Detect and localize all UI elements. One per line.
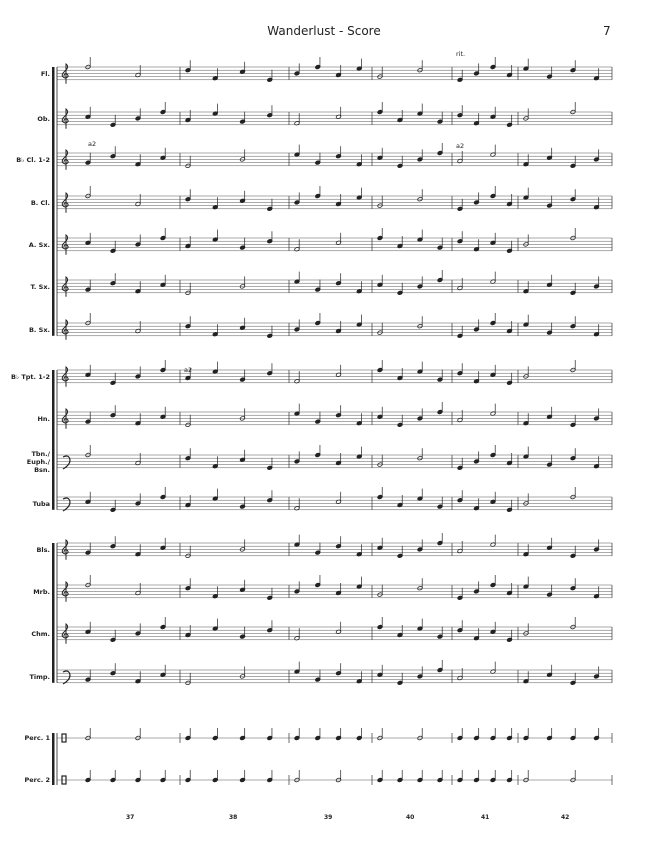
page-number: 7 — [603, 24, 611, 38]
group-bracket — [52, 67, 55, 336]
treble-clef — [61, 622, 69, 644]
instrument-name: Chm. — [31, 629, 50, 638]
treble-clef — [61, 107, 69, 129]
treble-clef — [61, 318, 69, 340]
instrument-name: B♭ Tpt. 1-2 — [11, 372, 50, 381]
instrument-name: B. Cl. — [30, 198, 50, 207]
treble-clef — [61, 365, 69, 387]
instrument-name: B♭ Cl. 1-2 — [16, 155, 50, 164]
annotation: rit. — [456, 50, 466, 58]
instrument-name: T. Sx. — [30, 282, 50, 291]
group-bracket — [52, 733, 55, 785]
measure-number: 37 — [126, 814, 135, 821]
bass-clef — [62, 670, 71, 685]
perc-clef — [61, 775, 67, 785]
instrument-name: Tbn./ Euph./ Bsn. — [26, 449, 50, 474]
treble-clef — [61, 148, 69, 170]
instrument-name: B. Sx. — [28, 325, 50, 334]
measure-number: 41 — [481, 814, 490, 821]
group-bracket — [52, 543, 55, 683]
instrument-name: Perc. 1 — [24, 734, 51, 742]
treble-clef — [61, 191, 69, 213]
measure-number: 39 — [324, 814, 333, 821]
perc-clef — [61, 733, 67, 743]
treble-clef — [61, 62, 69, 84]
measure-number: 40 — [406, 814, 415, 821]
group-bracket — [52, 370, 55, 510]
instrument-name: Bls. — [36, 545, 50, 554]
measure-number: 42 — [561, 814, 570, 821]
page-title: Wanderlust - Score — [267, 24, 381, 38]
annotation: a2 — [88, 140, 97, 148]
instrument-name: Timp. — [29, 672, 50, 681]
instrument-name: A. Sx. — [28, 240, 50, 249]
treble-clef — [61, 580, 69, 602]
instrument-name: Perc. 2 — [24, 776, 51, 784]
bass-clef — [62, 497, 71, 512]
instrument-name: Tuba — [32, 499, 50, 508]
treble-clef — [61, 275, 69, 297]
annotation: a2 — [184, 366, 193, 374]
bass-clef — [62, 455, 71, 470]
instrument-name: Mrb. — [33, 587, 50, 596]
annotation: a2 — [456, 142, 465, 150]
instrument-name: Hn. — [37, 414, 50, 423]
measure-number: 38 — [229, 814, 238, 821]
treble-clef — [61, 538, 69, 560]
treble-clef — [61, 407, 69, 429]
treble-clef — [61, 233, 69, 255]
instrument-name: Fl. — [40, 69, 50, 78]
instrument-name: Ob. — [37, 114, 50, 123]
